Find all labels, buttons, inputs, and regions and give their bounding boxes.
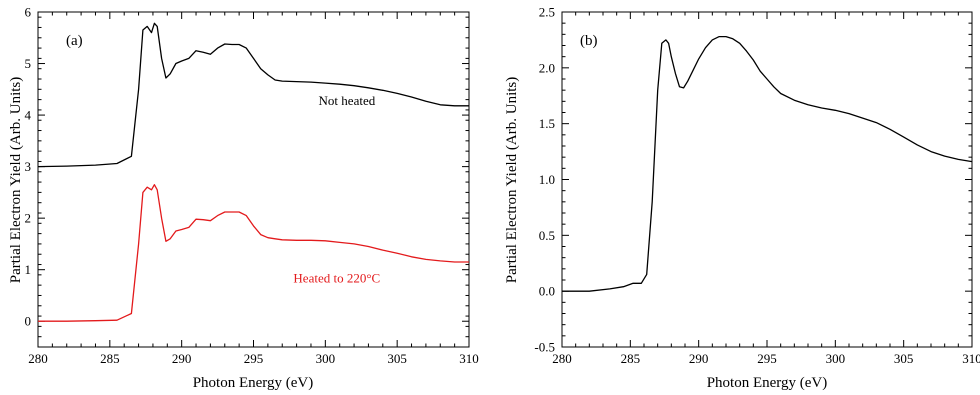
- panel-a-y-tick-label: 5: [25, 56, 32, 71]
- panel-b-y-tick-label: 1.5: [539, 116, 555, 131]
- panel-b-y-tick-label: -0.5: [534, 340, 555, 355]
- panel-b: 280 285 290 295 300 305 310 -0.5 0.0 0.5 1.0 1.5 2.…: [504, 5, 980, 392]
- panel-b-series-line-0: [562, 35, 973, 292]
- panel-b-x-tick-label: 300: [826, 351, 846, 366]
- panel-a-lines: [37, 22, 469, 322]
- panel-b-y-tick-label: 2.0: [539, 60, 555, 75]
- panel-a-series-line-1: [38, 184, 469, 322]
- panel-b-label: (b): [580, 33, 598, 49]
- panel-b-plot-frame: [561, 11, 973, 348]
- panel-b-x-tick-label: 295: [757, 351, 777, 366]
- panel-b-y-tick-label: 1.0: [539, 172, 555, 187]
- panel-b-y-tick-label: 2.5: [539, 5, 555, 20]
- panel-a-y-tick-label: 6: [25, 5, 32, 20]
- panel-b-x-axis-title: Photon Energy (eV): [707, 375, 828, 391]
- panel-b-x-tick-label: 310: [962, 351, 980, 366]
- panel-a-y-tick-label: 4: [25, 108, 32, 123]
- panel-b-x-tick-label: 290: [689, 351, 709, 366]
- panel-a-y-tick-label: 2: [25, 211, 32, 226]
- panel-b-x-tick-label: 280: [552, 351, 572, 366]
- panel-a-x-tick-label: 280: [28, 351, 48, 366]
- panel-b-y-tick-label: 0.5: [539, 228, 555, 243]
- panel-a-annotation-0: Not heated: [319, 93, 376, 108]
- panel-a-y-tick-label: 3: [25, 159, 32, 174]
- panel-a-y-axis-title: Partial Electron Yield (Arb. Units): [8, 77, 24, 283]
- panel-b-x-tick-label: 285: [621, 351, 641, 366]
- panel-a: 280 285 290 295 300 305 310 0 1 2 3 4 5 6 Not heated…: [8, 5, 479, 392]
- panel-a-annotation-1: Heated to 220°C: [293, 271, 380, 286]
- panel-a-y-tick-label: 0: [25, 314, 32, 329]
- panel-b-y-ticks: -0.5 0.0 0.5 1.0 1.5 2.0 2.5: [534, 5, 972, 355]
- panel-a-x-tick-label: 290: [172, 351, 192, 366]
- panel-a-series-line-0: [37, 22, 469, 168]
- panel-a-x-tick-label: 300: [316, 351, 336, 366]
- panel-a-y-ticks: 0 1 2 3 4 5 6: [25, 5, 469, 348]
- panel-a-x-tick-label: 310: [459, 351, 479, 366]
- panel-a-x-tick-label: 305: [387, 351, 407, 366]
- panel-b-x-tick-label: 305: [894, 351, 914, 366]
- panel-a-annotations: Not heated Heated to 220°C: [293, 93, 380, 286]
- panel-b-lines: [562, 35, 973, 292]
- panel-a-plot-frame: [37, 11, 470, 348]
- panel-b-y-tick-label: 0.0: [539, 284, 555, 299]
- panel-a-x-ticks: 280 285 290 295 300 305 310: [28, 12, 479, 366]
- panel-a-y-tick-label: 1: [25, 262, 32, 277]
- panel-a-label: (a): [66, 33, 83, 49]
- panel-a-x-tick-label: 295: [244, 351, 264, 366]
- panel-b-x-ticks: 280 285 290 295 300 305 310: [552, 12, 980, 366]
- panel-b-y-axis-title: Partial Electron Yield (Arb. Units): [504, 77, 520, 283]
- panel-a-x-tick-label: 285: [100, 351, 120, 366]
- panel-a-x-axis-title: Photon Energy (eV): [193, 375, 314, 391]
